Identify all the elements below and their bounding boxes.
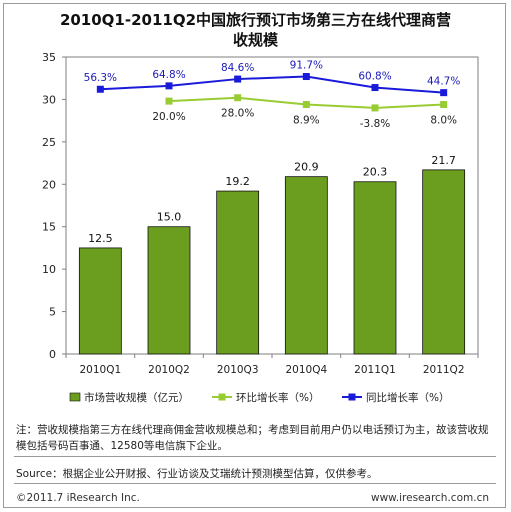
bar xyxy=(78,247,122,355)
chart-title-line1: 2010Q1-2011Q2中国旅行预订市场第三方在线代理商营 xyxy=(59,11,452,29)
yoy-point xyxy=(96,85,104,93)
yoy-point xyxy=(165,82,173,90)
divider xyxy=(14,483,496,484)
bar-value-label: 20.3 xyxy=(363,166,388,179)
yoy-growth-line xyxy=(100,75,444,94)
bar xyxy=(284,176,328,355)
yoy-label: 64.8% xyxy=(152,69,185,81)
yoy-point xyxy=(440,89,448,97)
yoy-label: 60.8% xyxy=(358,71,391,83)
y-tick-label: 10 xyxy=(42,263,56,276)
qoq-label: 8.9% xyxy=(293,115,320,127)
qoq-point xyxy=(234,94,242,102)
x-tick-label: 2011Q1 xyxy=(354,364,396,376)
chart-title-line2: 收规模 xyxy=(232,31,278,49)
qoq-point xyxy=(302,101,310,109)
qoq-label: 8.0% xyxy=(430,115,457,127)
bar-value-label: 20.9 xyxy=(294,161,319,174)
yoy-label: 56.3% xyxy=(84,72,117,84)
bar-value-label: 19.2 xyxy=(225,175,250,188)
x-tick-label: 2011Q2 xyxy=(423,364,465,376)
bar xyxy=(422,169,466,355)
y-tick-label: 20 xyxy=(42,178,56,191)
divider xyxy=(14,456,496,457)
y-tick-label: 25 xyxy=(42,136,56,149)
bar-value-label: 12.5 xyxy=(88,232,113,245)
yoy-label: 44.7% xyxy=(427,76,460,88)
x-tick-label: 2010Q4 xyxy=(285,364,327,376)
legend-bar-swatch xyxy=(69,392,81,402)
bar-value-label: 15.0 xyxy=(157,211,182,224)
x-tick-label: 2010Q1 xyxy=(79,364,121,376)
bar-value-label: 21.7 xyxy=(431,154,456,167)
y-tick-label: 5 xyxy=(49,306,56,319)
bar xyxy=(216,190,260,355)
bar xyxy=(353,181,397,355)
x-tick-label: 2010Q2 xyxy=(148,364,190,376)
footnote: 注：营收规模指第三方在线代理商佣金营收规模总和；考虑到目前用户仍以电话预订为主，… xyxy=(16,424,489,452)
chart-title: 2010Q1-2011Q2中国旅行预订市场第三方在线代理商营 收规模 xyxy=(0,10,511,50)
qoq-point xyxy=(440,101,448,109)
qoq-label: 20.0% xyxy=(152,111,185,123)
bar xyxy=(147,226,191,355)
legend-label: 同比增长率（%） xyxy=(366,391,449,404)
copyright-text: ©2011.7 iResearch Inc. xyxy=(16,492,140,504)
qoq-point xyxy=(165,97,173,105)
yoy-point xyxy=(302,73,310,81)
y-tick-label: 35 xyxy=(42,51,56,64)
chart-plot: 0 5 10 15 20 25 30 35 2010Q1 2010Q2 2010Q3 2010Q4 20… xyxy=(42,51,479,404)
qoq-point xyxy=(371,104,379,112)
qoq-label: 28.0% xyxy=(221,108,254,120)
yoy-label: 91.7% xyxy=(290,60,323,72)
website-link[interactable]: www.iresearch.com.cn xyxy=(370,492,489,504)
legend-label: 环比增长率（%） xyxy=(236,391,319,404)
x-tick-label: 2010Q3 xyxy=(217,364,259,376)
yoy-point xyxy=(371,84,379,92)
qoq-label: -3.8% xyxy=(360,118,390,130)
yoy-point xyxy=(234,75,242,83)
legend-label: 市场营收规模（亿元） xyxy=(84,391,189,404)
y-tick-label: 30 xyxy=(42,93,56,106)
legend-marker xyxy=(218,393,226,401)
y-tick-label: 15 xyxy=(42,221,56,234)
yoy-label: 84.6% xyxy=(221,62,254,74)
legend-marker xyxy=(348,393,356,401)
y-tick-label: 0 xyxy=(49,348,56,361)
source-text: Source：根据企业公开财报、行业访谈及艾瑞统计预测模型估算，仅供参考。 xyxy=(16,468,378,480)
